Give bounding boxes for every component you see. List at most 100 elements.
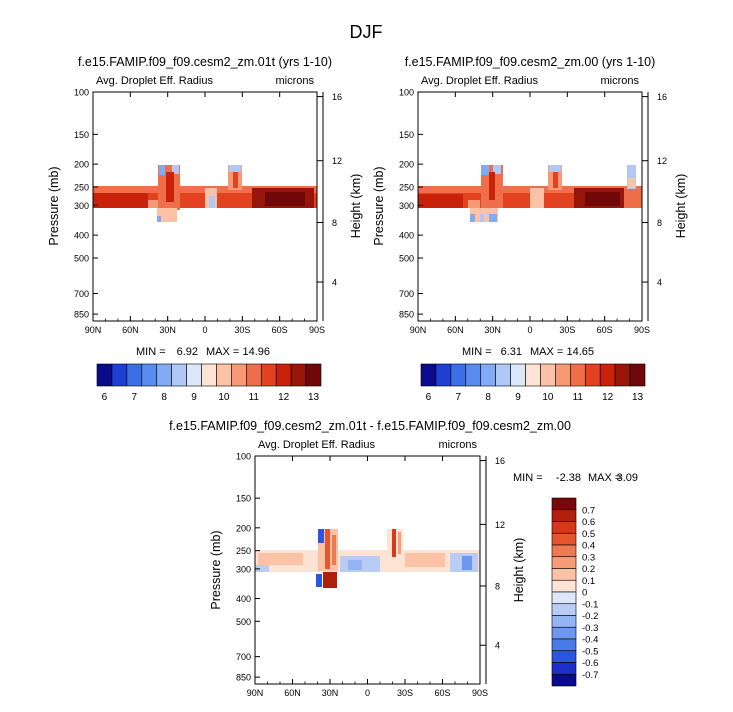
panel-3-max-label: MAX = xyxy=(588,472,621,484)
panel-1-col-sh-core xyxy=(233,172,238,188)
panel-2-col-nh-top2 xyxy=(493,165,501,174)
panel-3-colorbar-box xyxy=(551,509,577,522)
panel-3-colorbar-box xyxy=(551,603,577,616)
panel-1-ytick-label: 500 xyxy=(74,254,89,264)
panel-1-colorbar-label: 10 xyxy=(218,392,230,403)
panel-1-col-nh-top2 xyxy=(172,165,179,174)
panel-1-col-nh-top xyxy=(159,165,165,175)
panel-1-colorbar-label: 6 xyxy=(102,392,108,403)
panel-3-colorbar-box xyxy=(551,615,577,628)
panel-2-axes: 90N 60N 30N 0 30S 60S 90S 100 150 200 250 300 400 500… xyxy=(399,88,667,336)
panel-1-ytick-label: 300 xyxy=(74,201,89,211)
panel-1-col-nh-low xyxy=(157,208,177,222)
panel-1-colorbar-box xyxy=(246,363,262,387)
panel-3-xtick-label: 60S xyxy=(434,688,450,698)
panel-1-col-nh-low-b xyxy=(157,216,161,222)
panel-2-colorbar-label: 13 xyxy=(632,392,644,403)
panel-3-colorbar-label: 0.7 xyxy=(582,505,595,516)
panel-3-band-nh-blue xyxy=(255,565,269,572)
panel-3-ytick-label: 500 xyxy=(236,617,251,627)
panel-1-y2tick-label: 16 xyxy=(332,92,342,102)
panel-2-colorbar-box xyxy=(614,363,631,387)
panel-2-col-nh-low-b2 xyxy=(480,214,484,222)
panel-3-colorbar-box xyxy=(551,650,577,663)
panel-3-ytick-label: 700 xyxy=(236,652,251,662)
panel-1-y2tick-label: 8 xyxy=(332,218,337,228)
panel-2-band-east xyxy=(624,186,642,208)
panel-2-colorbar-box xyxy=(570,363,586,387)
panel-1-ytick-label: 850 xyxy=(74,310,89,320)
panel-3-colorbar-label: 0.4 xyxy=(582,541,595,552)
panel-2-ytick-label: 850 xyxy=(399,310,414,320)
panel-3-field xyxy=(255,529,480,588)
panel-1-ylabel: Pressure (mb) xyxy=(47,166,61,245)
panel-1-colorbar-box xyxy=(275,363,292,387)
panel-3-colorbar-box xyxy=(551,673,577,687)
panel-2-xtick-label: 60N xyxy=(447,325,464,335)
panel-2-y2tick-label: 8 xyxy=(657,218,662,228)
panel-3-ytick-label: 300 xyxy=(236,564,251,574)
panel-2-colorbar-box xyxy=(420,363,437,387)
panel-3-y2tick-label: 12 xyxy=(495,520,505,530)
panel-3-colorbar: 0.70.60.50.40.30.20.10-0.1-0.2-0.3-0.4-0… xyxy=(551,497,598,687)
panel-3-colorbar-box xyxy=(551,532,577,546)
panel-2-y2tick-label: 16 xyxy=(657,92,667,102)
panel-3-colorbar-label: -0.1 xyxy=(582,599,598,610)
panel-1-xtick-label: 0 xyxy=(202,325,207,335)
panel-1-ytick-label: 250 xyxy=(74,183,89,193)
panel-3-colorbar-box xyxy=(551,662,577,675)
panel-2-ytick-label: 500 xyxy=(399,254,414,264)
panel-1-colorbar-label: 8 xyxy=(161,392,167,403)
panel-3-y2tick-label: 8 xyxy=(495,581,500,591)
panel-3-colorbar-label: -0.5 xyxy=(582,646,598,657)
panel-3-xtick-label: 60N xyxy=(284,688,301,698)
panel-1-band-nh xyxy=(93,193,148,208)
panel-2-variable-label: Avg. Droplet Eff. Radius xyxy=(421,75,538,87)
panel-1-colorbar-box xyxy=(126,363,143,387)
panel-2-colorbar-box xyxy=(525,363,541,387)
panel-3-colorbar-label: -0.6 xyxy=(582,658,598,669)
panel-1-xtick-label: 90N xyxy=(85,325,102,335)
panel-1-variable-label: Avg. Droplet Eff. Radius xyxy=(96,75,213,87)
panel-3-colorbar-box xyxy=(551,579,577,593)
panel-1-colorbar-label: 9 xyxy=(191,392,197,403)
panel-1-colorbar-box xyxy=(186,363,202,387)
panel-2-gap-mid xyxy=(530,188,544,208)
panel-1-colorbar-box xyxy=(96,363,113,387)
panel-1-col-sh-top xyxy=(229,165,241,172)
panel-1-colorbar-box xyxy=(216,363,232,387)
panel-3-ytick-label: 150 xyxy=(236,494,251,504)
panel-2-ytick-label: 200 xyxy=(399,160,414,170)
panel-1-band-sh-core xyxy=(265,192,305,206)
panel-2-ytick-label: 250 xyxy=(399,183,414,193)
panel-3-units-label: microns xyxy=(438,439,477,451)
panel-2-min-label: MIN = xyxy=(462,346,492,358)
panel-1-colorbar-box xyxy=(111,363,128,387)
panel-2-y2tick-label: 12 xyxy=(657,156,667,166)
panel-2-colorbar-box xyxy=(599,363,616,387)
panel-2-ylabel: Pressure (mb) xyxy=(372,166,386,245)
panel-2-colorbar-box xyxy=(510,363,526,387)
panel-2-colorbar-label: 12 xyxy=(602,392,614,403)
panel-1-xtick-label: 90S xyxy=(309,325,325,335)
panel-3-ylabel: Pressure (mb) xyxy=(209,530,223,609)
panel-3-colorbar-box xyxy=(551,638,577,652)
panel-1-ytick-label: 100 xyxy=(74,88,89,98)
panel-3-min-label: MIN = xyxy=(513,472,543,484)
panel-2-colorbar-label: 9 xyxy=(515,392,521,403)
panel-3: f.e15.FAMIP.f09_f09.cesm2_zm.01t - f.e15… xyxy=(169,419,638,698)
panel-2-colorbar-label: 6 xyxy=(426,392,432,403)
figure-title: DJF xyxy=(350,22,383,42)
panel-3-col-nh-red2 xyxy=(332,535,336,565)
panel-2-colorbar-box xyxy=(540,363,556,387)
panel-3-colorbar-box xyxy=(551,556,577,569)
panel-2-colorbar-box xyxy=(584,363,601,387)
panel-1-colorbar-label: 7 xyxy=(132,392,138,403)
panel-3-band-eq-blue2 xyxy=(348,560,362,570)
panel-2-max-value: 14.65 xyxy=(566,346,594,358)
panel-1-title: f.e15.FAMIP.f09_f09.cesm2_zm.01t (yrs 1-… xyxy=(78,55,332,69)
panel-2-xtick-label: 90N xyxy=(410,325,427,335)
panel-3-colorbar-label: 0.6 xyxy=(582,517,595,528)
panel-3-colorbar-box xyxy=(551,497,577,511)
